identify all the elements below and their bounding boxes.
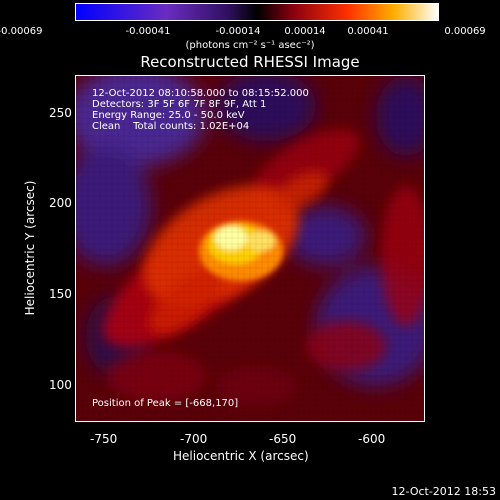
y-tick-label: 250 <box>49 106 72 120</box>
y-tick-label: 100 <box>49 378 72 392</box>
y-axis-label: Heliocentric Y (arcsec) <box>23 181 37 316</box>
y-tick-label: 200 <box>49 196 72 210</box>
x-tick-label: -700 <box>180 432 207 446</box>
x-tick-label: -750 <box>90 432 117 446</box>
observation-time-range: 12-Oct-2012 08:10:58.000 to 08:15:52.000 <box>92 88 309 99</box>
rhessi-image-panel: 12-Oct-2012 08:10:58.000 to 08:15:52.000… <box>75 75 425 422</box>
x-axis-label: Heliocentric X (arcsec) <box>173 449 309 463</box>
detectors-info: Detectors: 3F 5F 6F 7F 8F 9F, Att 1 <box>92 99 266 110</box>
colorbar-ticks: -0.00069 -0.00041 -0.00014 0.00014 0.000… <box>0 0 500 40</box>
peak-position-label: Position of Peak = [-668,170] <box>92 398 238 409</box>
colorbar-tick: -0.00069 <box>0 27 42 37</box>
x-tick-label: -650 <box>269 432 296 446</box>
colorbar-unit-label: (photons cm⁻² s⁻¹ asec⁻²) <box>0 40 500 51</box>
generation-timestamp: 12-Oct-2012 18:53 <box>392 485 496 498</box>
plot-title: Reconstructed RHESSI Image <box>0 53 500 71</box>
colorbar-tick: -0.00041 <box>126 27 171 37</box>
colorbar-tick: 0.00041 <box>347 27 388 37</box>
y-tick-label: 150 <box>49 287 72 301</box>
clean-total-counts: Clean Total counts: 1.02E+04 <box>92 121 249 132</box>
colorbar-tick: -0.00014 <box>216 27 261 37</box>
energy-range-info: Energy Range: 25.0 - 50.0 keV <box>92 110 245 121</box>
x-tick-label: -600 <box>358 432 385 446</box>
colorbar-tick: 0.00014 <box>284 27 325 37</box>
colorbar-tick: 0.00069 <box>444 27 485 37</box>
